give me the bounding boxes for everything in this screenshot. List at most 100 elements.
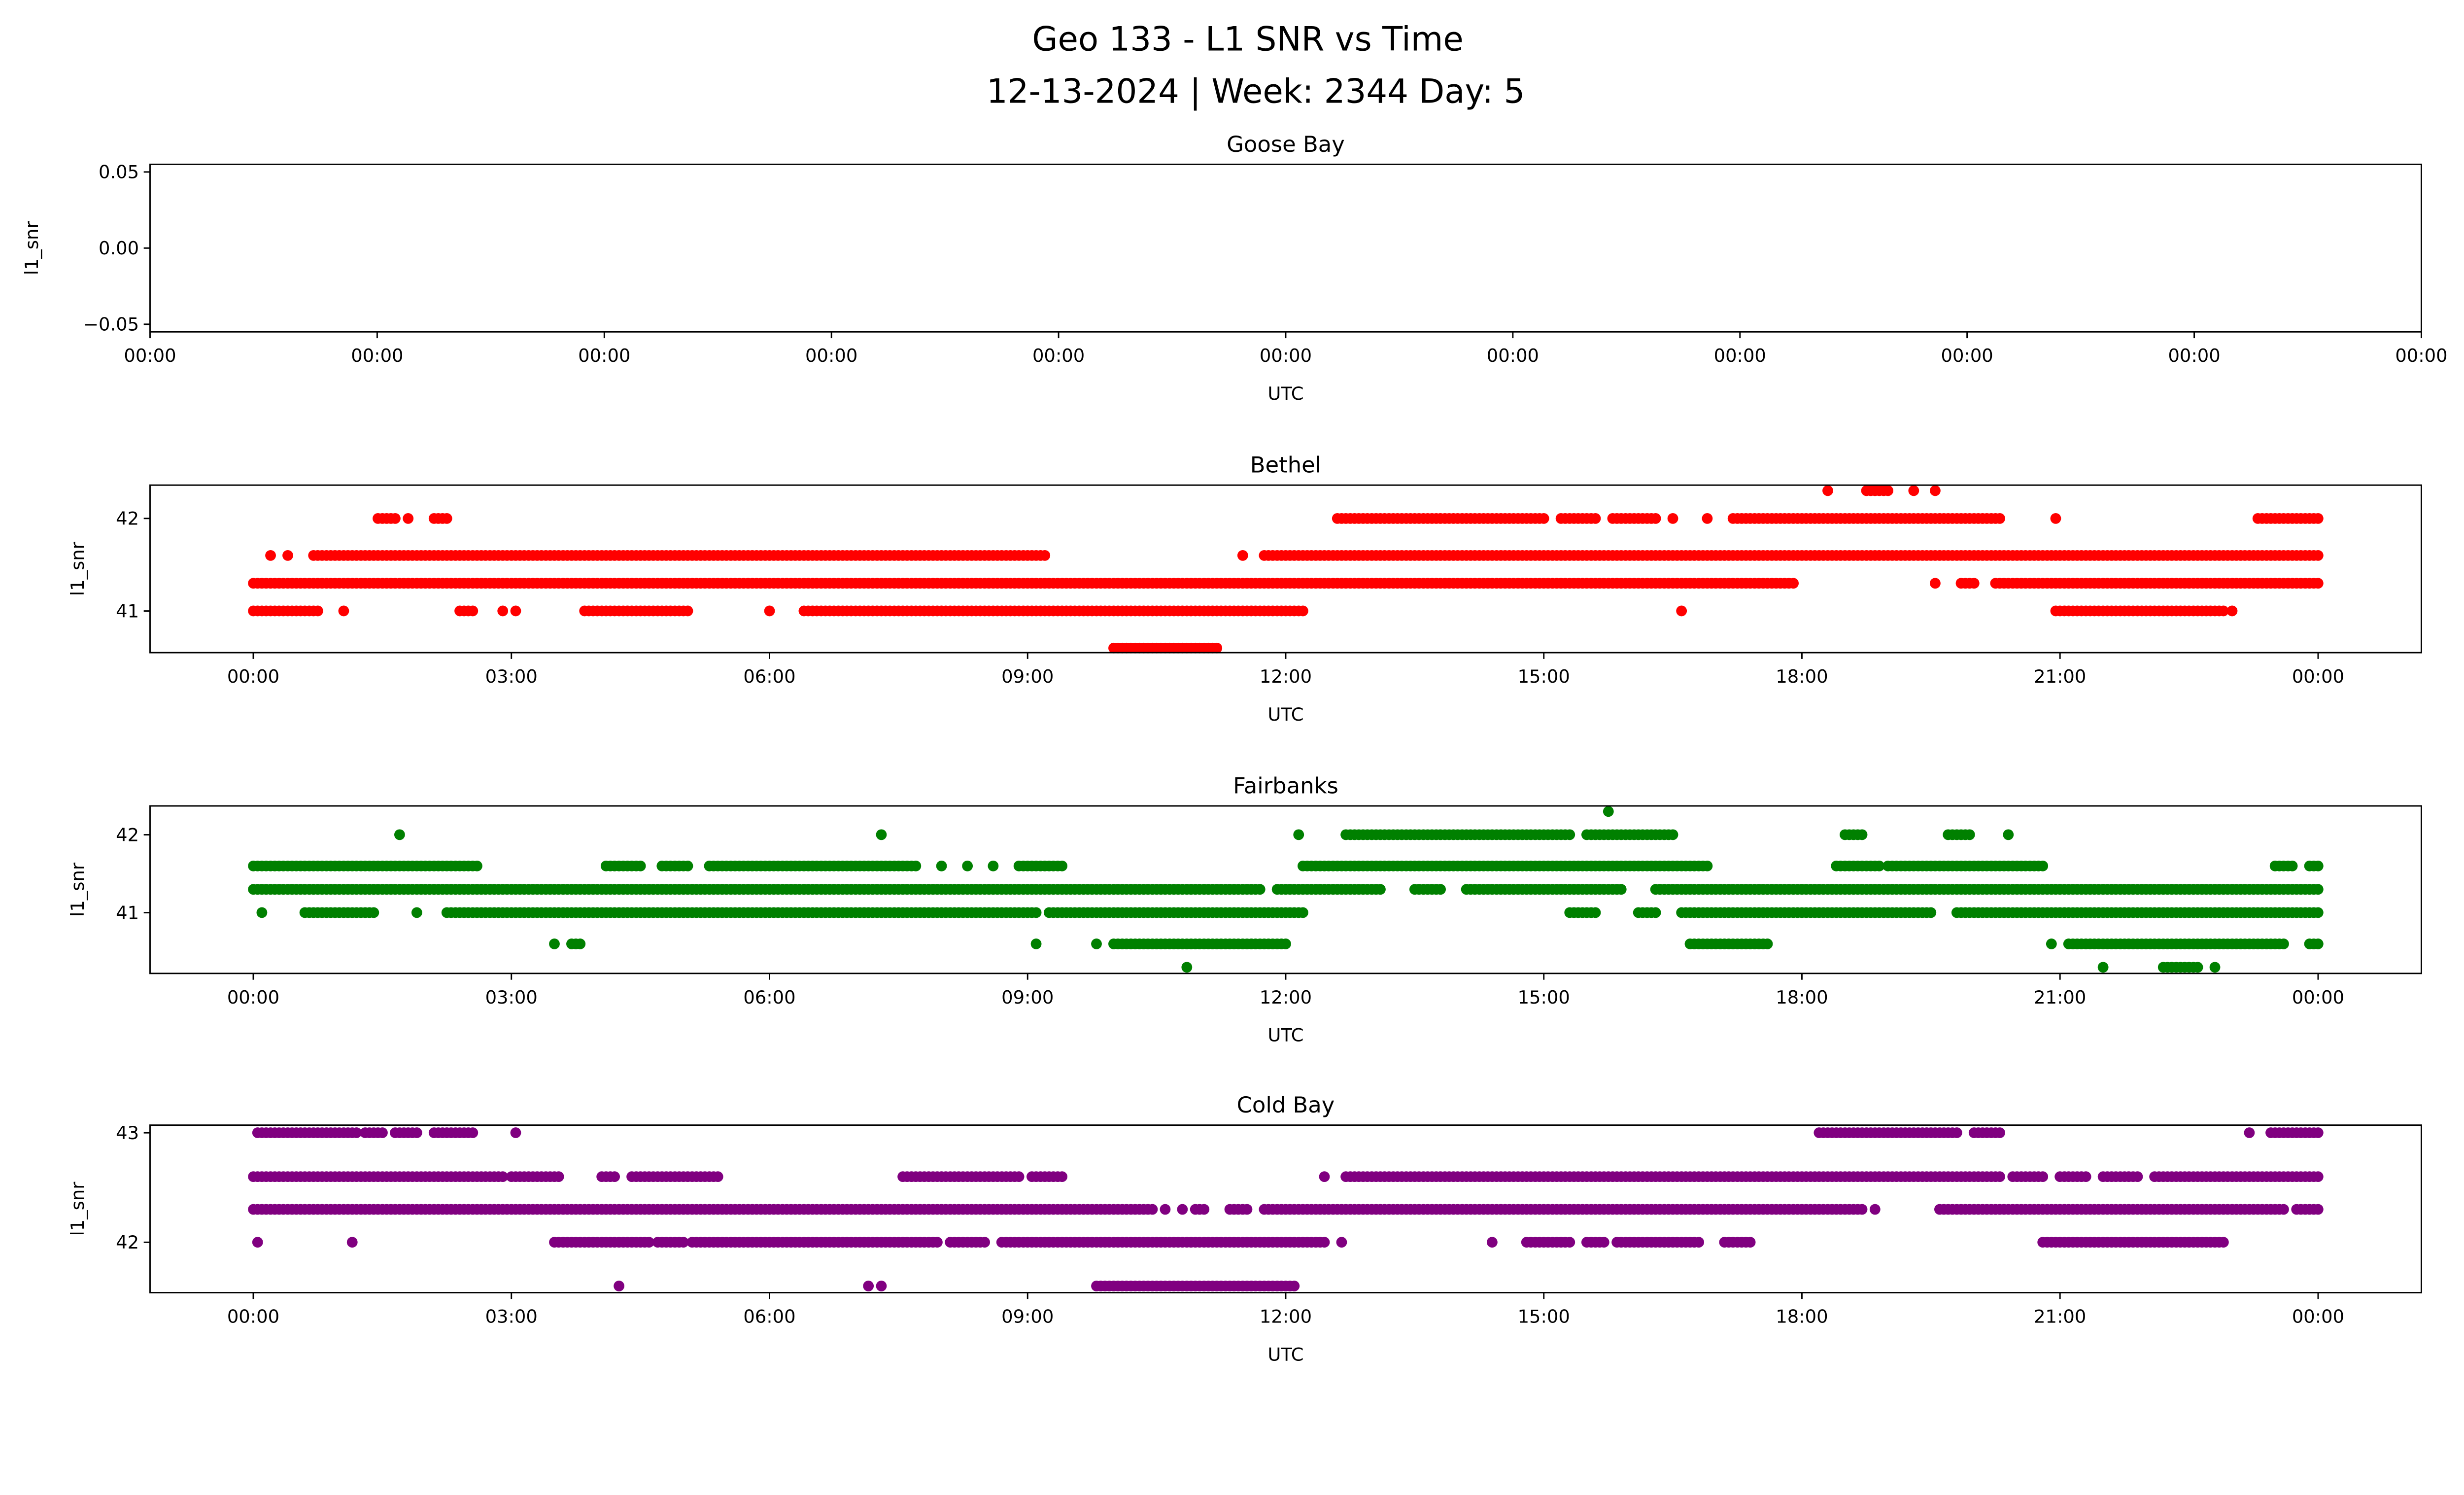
y-tick-label: 42 (116, 508, 139, 529)
data-point (2226, 605, 2238, 617)
data-point (1181, 962, 1193, 973)
data-point (575, 939, 586, 949)
data-point (1693, 1237, 1705, 1248)
data-point (2037, 1171, 2049, 1182)
data-point (265, 550, 276, 561)
axes-frame (149, 484, 2422, 654)
data-point (1930, 485, 1941, 496)
data-point (2312, 884, 2324, 895)
scatter-points (248, 1127, 2324, 1291)
data-point (1964, 829, 1975, 840)
data-point (553, 1171, 564, 1182)
data-point (1951, 1127, 1962, 1138)
data-point (411, 1127, 422, 1138)
data-point (1856, 829, 1868, 840)
axes-frame (149, 163, 2422, 333)
data-point (368, 907, 379, 918)
data-point (2218, 1237, 2229, 1248)
data-point (2050, 513, 2061, 524)
data-point (1930, 578, 1941, 589)
data-point (2278, 939, 2289, 949)
x-tick-label: 12:00 (1260, 1306, 1312, 1327)
data-point (338, 605, 349, 617)
data-point (1039, 550, 1051, 561)
data-point (1177, 1204, 1188, 1215)
data-point (1667, 513, 1678, 524)
x-tick-label: 00:00 (2395, 345, 2447, 366)
data-point (962, 860, 973, 871)
data-point (1882, 485, 1893, 496)
data-point (256, 907, 268, 918)
data-point (1435, 884, 1446, 895)
data-point (988, 860, 999, 871)
x-tick-label: 21:00 (2034, 666, 2086, 687)
x-tick-label: 06:00 (743, 666, 795, 687)
data-point (1702, 860, 1713, 871)
data-point (1667, 829, 1678, 840)
data-point (2278, 1204, 2289, 1215)
data-point (1925, 907, 1937, 918)
data-point (2097, 962, 2109, 973)
x-tick-label: 09:00 (1001, 1306, 1054, 1327)
y-axis-label: l1_snr (67, 1182, 88, 1236)
data-point (1298, 605, 1308, 617)
data-point (2312, 1171, 2324, 1182)
x-tick-label: 00:00 (2168, 345, 2220, 366)
data-point (467, 605, 479, 617)
data-point (1538, 513, 1549, 524)
data-point (1030, 907, 1042, 918)
data-point (2037, 860, 2049, 871)
x-tick-label: 00:00 (124, 345, 176, 366)
x-axis-label: UTC (1267, 383, 1303, 404)
data-point (510, 605, 521, 617)
data-point (2312, 1127, 2324, 1138)
y-axis-label: l1_snr (21, 221, 42, 276)
subplot-title: Cold Bay (1237, 1092, 1335, 1118)
x-tick-label: 00:00 (1714, 345, 1766, 366)
x-tick-label: 18:00 (1776, 987, 1828, 1008)
data-point (1822, 485, 1833, 496)
data-point (390, 513, 401, 524)
data-point (2312, 860, 2324, 871)
data-point (1254, 884, 1266, 895)
x-tick-label: 03:00 (485, 1306, 538, 1327)
data-point (2080, 1171, 2091, 1182)
data-point (1702, 513, 1713, 524)
y-tick-label: 42 (116, 824, 139, 845)
x-tick-label: 21:00 (2034, 987, 2086, 1008)
data-point (1211, 642, 1223, 654)
data-point (1241, 1204, 1253, 1215)
subplot-title: Fairbanks (1233, 772, 1338, 799)
data-point (712, 1171, 723, 1182)
data-point (1030, 939, 1042, 949)
x-tick-label: 00:00 (1487, 345, 1539, 366)
data-point (1788, 578, 1799, 589)
data-point (910, 860, 922, 871)
data-point (682, 860, 693, 871)
x-tick-label: 00:00 (2292, 666, 2344, 687)
data-point (2312, 939, 2324, 949)
data-point (2209, 962, 2221, 973)
data-point (1590, 513, 1601, 524)
data-point (312, 605, 323, 617)
data-point (1676, 605, 1687, 617)
x-tick-label: 03:00 (485, 987, 538, 1008)
data-point (609, 1171, 620, 1182)
data-point (2218, 605, 2229, 617)
data-point (2132, 1171, 2143, 1182)
data-point (1994, 1127, 2005, 1138)
data-point (377, 1127, 388, 1138)
x-tick-label: 12:00 (1260, 987, 1312, 1008)
data-point (1856, 1204, 1868, 1215)
figure: Geo 133 - L1 SNR vs Time 12-13-2024 | We… (21, 20, 2448, 1365)
y-tick-label: 42 (116, 1232, 139, 1253)
data-point (510, 1127, 521, 1138)
data-point (1598, 1237, 1609, 1248)
data-point (497, 605, 509, 617)
x-tick-label: 00:00 (1260, 345, 1312, 366)
data-point (467, 1127, 479, 1138)
y-tick-label: 0.00 (99, 238, 139, 259)
y-tick-label: 41 (116, 600, 139, 622)
x-tick-label: 09:00 (1001, 987, 1054, 1008)
data-point (1160, 1204, 1171, 1215)
